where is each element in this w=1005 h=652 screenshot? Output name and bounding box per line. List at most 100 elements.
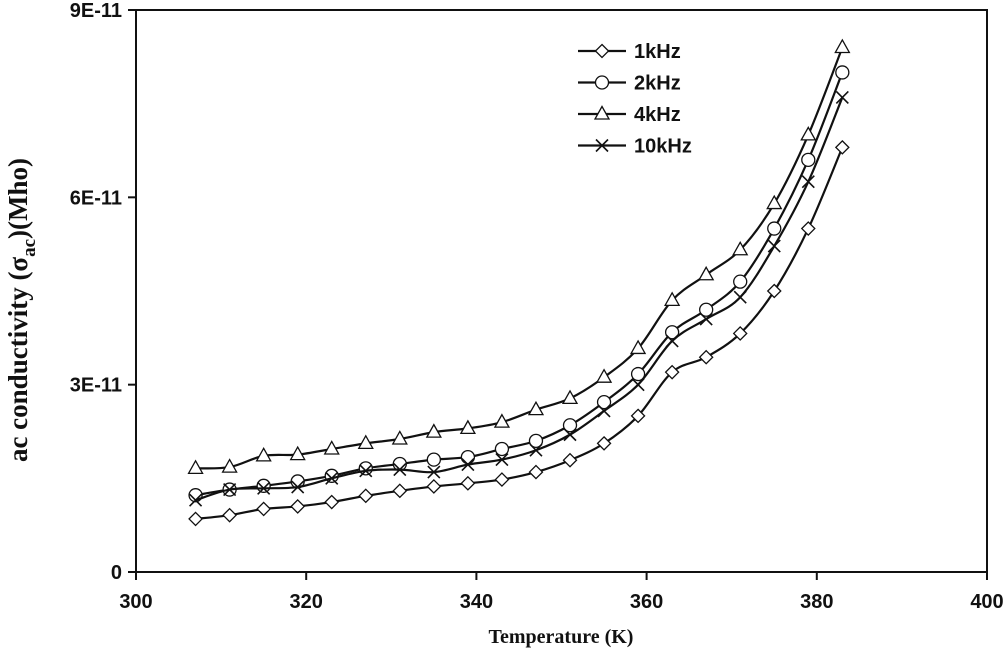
data-point-2kHz xyxy=(801,152,816,168)
data-point-1kHz xyxy=(324,494,340,510)
data-point-10kHz xyxy=(223,483,237,497)
x-tick-label: 400 xyxy=(970,591,1003,613)
data-point-2kHz xyxy=(562,418,578,433)
series-10kHz xyxy=(189,90,849,507)
data-point-1kHz xyxy=(188,511,203,527)
y-tick-label: 3E-11 xyxy=(70,375,122,397)
data-point-1kHz xyxy=(494,472,510,488)
x-axis-title: Temperature (K) xyxy=(489,626,634,648)
data-point-1kHz xyxy=(358,488,374,504)
data-point-1kHz xyxy=(698,349,714,365)
plot-area xyxy=(135,9,988,573)
data-point-2kHz xyxy=(358,461,373,476)
data-point-1kHz xyxy=(732,326,748,341)
data-point-4kHz xyxy=(493,413,511,428)
legend-marker xyxy=(593,105,611,120)
y-axis: 0 3E-11 6E-11 9E-11 xyxy=(70,0,136,584)
y-axis-title-subscript: ac xyxy=(19,239,40,257)
legend-item-2kHz: 2kHz xyxy=(578,73,681,95)
data-point-10kHz xyxy=(597,404,611,418)
data-point-4kHz xyxy=(527,400,545,416)
data-point-4kHz xyxy=(698,265,715,281)
data-point-1kHz xyxy=(460,475,476,491)
data-point-10kHz xyxy=(257,481,271,495)
data-point-2kHz xyxy=(733,274,748,289)
data-point-10kHz xyxy=(461,458,475,472)
legend: 1kHz 2kHz 4kHz 10kHz xyxy=(578,41,692,158)
data-point-10kHz xyxy=(325,471,339,485)
data-point-10kHz xyxy=(529,443,543,457)
data-point-4kHz xyxy=(323,440,340,455)
legend-item-4kHz: 4kHz xyxy=(578,104,681,126)
data-point-4kHz xyxy=(629,339,647,355)
legend-label: 1kHz xyxy=(634,41,681,63)
data-point-1kHz xyxy=(426,479,442,494)
data-point-10kHz xyxy=(665,334,679,348)
x-tick-label: 380 xyxy=(800,591,833,613)
data-point-10kHz xyxy=(563,428,577,442)
y-axis-title-suffix: )(Mho) xyxy=(3,158,33,239)
data-point-10kHz xyxy=(427,465,441,479)
y-axis-title-prefix: ac conductivity ( xyxy=(3,272,33,462)
legend-marker xyxy=(594,43,610,59)
data-point-2kHz xyxy=(767,221,782,236)
y-tick-label: 0 xyxy=(111,562,122,584)
legend-label: 4kHz xyxy=(634,104,681,126)
data-point-10kHz xyxy=(767,239,781,253)
data-point-2kHz xyxy=(528,433,544,449)
x-tick-label: 320 xyxy=(290,591,323,613)
y-axis-title-symbol: σ xyxy=(3,257,33,272)
legend-item-1kHz: 1kHz xyxy=(578,41,681,63)
data-point-1kHz xyxy=(766,283,782,299)
data-point-4kHz xyxy=(561,389,579,405)
data-point-4kHz xyxy=(357,434,374,450)
legend-item-10kHz: 10kHz xyxy=(578,136,692,158)
y-axis-title: ac conductivity (σac)(Mho) xyxy=(3,158,40,462)
data-point-1kHz xyxy=(562,452,578,468)
data-point-4kHz xyxy=(289,445,306,461)
data-point-10kHz xyxy=(495,453,509,467)
data-point-10kHz xyxy=(291,480,305,494)
data-point-4kHz xyxy=(766,194,783,210)
series-4kHz xyxy=(187,38,851,474)
data-point-2kHz xyxy=(630,366,646,382)
x-tick-label: 360 xyxy=(630,591,663,613)
data-point-4kHz xyxy=(664,291,681,307)
data-point-10kHz xyxy=(631,378,645,392)
series-line-4kHz xyxy=(195,47,844,470)
legend-marker xyxy=(594,75,610,90)
data-point-2kHz xyxy=(699,302,714,317)
data-point-10kHz xyxy=(801,175,815,189)
data-point-10kHz xyxy=(359,464,373,478)
legend-label: 10kHz xyxy=(634,136,692,158)
x-tick-label: 300 xyxy=(119,591,152,613)
data-point-4kHz xyxy=(834,38,851,54)
data-point-2kHz xyxy=(460,449,476,465)
data-point-4kHz xyxy=(391,430,408,445)
series-1kHz xyxy=(188,139,850,527)
data-point-4kHz xyxy=(221,458,238,473)
y-tick-label: 9E-11 xyxy=(70,0,122,22)
data-point-1kHz xyxy=(664,364,680,380)
data-point-10kHz xyxy=(393,463,407,477)
data-point-4kHz xyxy=(595,368,613,383)
data-point-1kHz xyxy=(222,507,238,523)
data-point-2kHz xyxy=(494,441,510,457)
data-point-1kHz xyxy=(392,483,408,499)
data-point-2kHz xyxy=(596,395,612,410)
data-point-1kHz xyxy=(596,435,612,451)
data-point-1kHz xyxy=(290,499,306,514)
legend-label: 2kHz xyxy=(634,73,681,95)
series-layer xyxy=(187,38,851,527)
data-point-2kHz xyxy=(664,325,680,340)
data-point-4kHz xyxy=(187,459,204,474)
data-point-4kHz xyxy=(425,423,442,438)
data-point-1kHz xyxy=(800,221,816,236)
y-tick-label: 6E-11 xyxy=(70,187,122,209)
data-point-4kHz xyxy=(732,240,749,256)
data-point-10kHz xyxy=(733,290,747,304)
data-point-4kHz xyxy=(459,419,476,435)
data-point-2kHz xyxy=(426,452,442,467)
series-line-10kHz xyxy=(195,97,844,502)
